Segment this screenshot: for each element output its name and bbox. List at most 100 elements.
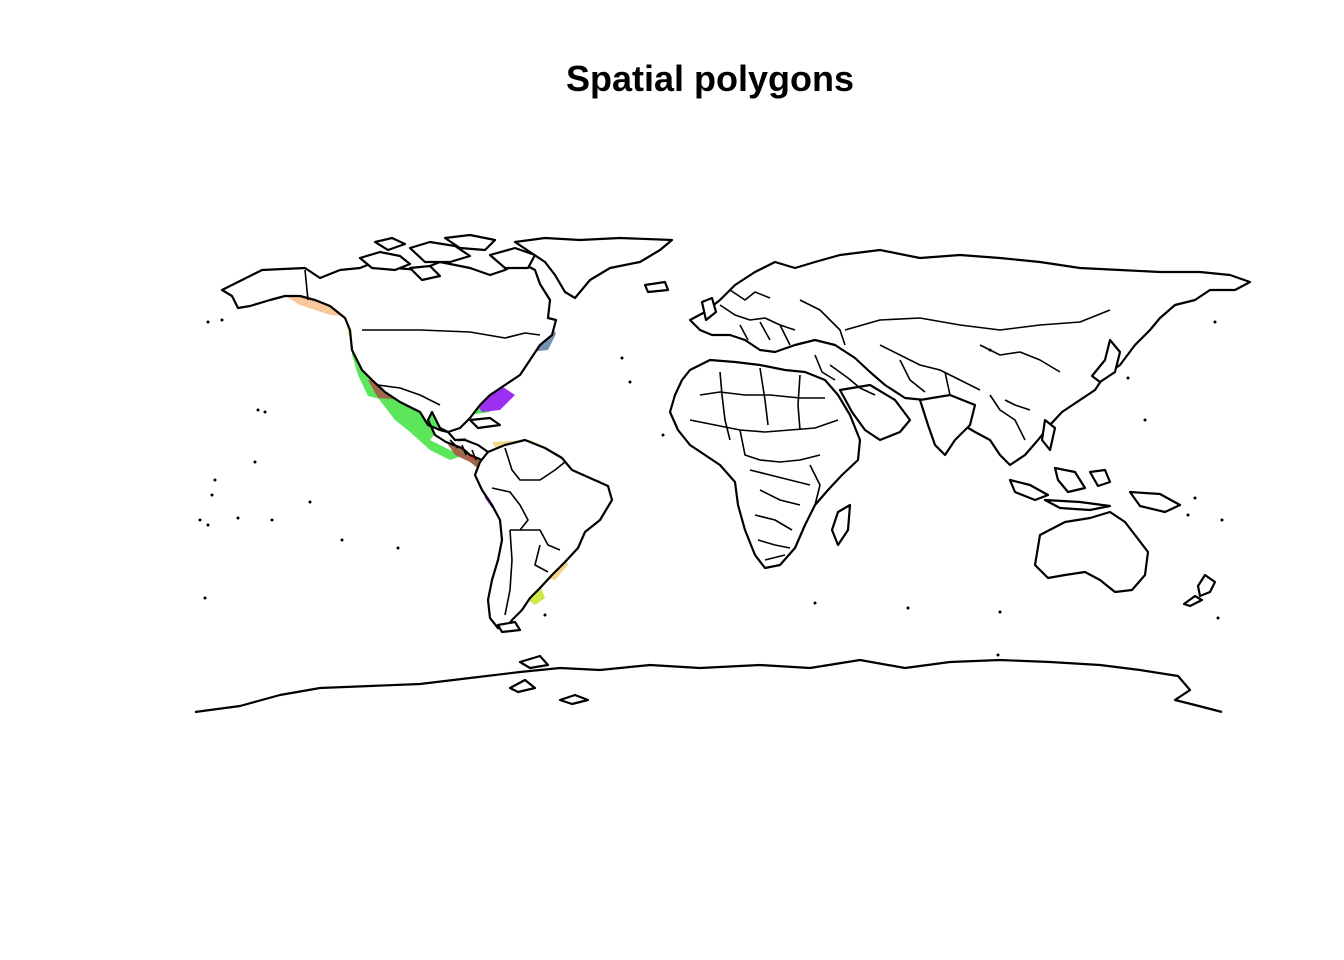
island-dot (1186, 513, 1190, 517)
country-border (739, 429, 821, 463)
island-dot (1126, 376, 1130, 380)
country-border (749, 469, 811, 486)
island-dot (998, 610, 1002, 614)
island (508, 678, 537, 694)
country-border (377, 384, 441, 406)
continent-africa (668, 358, 862, 570)
country-border (699, 391, 825, 399)
island-dot (1220, 518, 1224, 522)
island-dot (340, 538, 344, 542)
island (408, 264, 442, 282)
country-border (362, 329, 541, 339)
country-border (1004, 399, 1031, 411)
island-dot (1216, 616, 1220, 620)
island-dot (988, 348, 992, 352)
country-border (534, 544, 549, 573)
island (1043, 498, 1112, 512)
country-border (797, 374, 801, 431)
island (1196, 573, 1217, 598)
country-border (814, 354, 836, 381)
island (1008, 478, 1050, 502)
country-border (689, 419, 839, 433)
island-dot (203, 596, 207, 600)
island (468, 416, 502, 430)
island-dot (996, 653, 1000, 657)
country-border (491, 487, 529, 531)
country-border (879, 344, 981, 391)
island (358, 250, 412, 272)
island-dot (543, 613, 547, 617)
coastline-layer (194, 233, 1252, 714)
continent-north-america (220, 260, 558, 462)
country-border (304, 269, 309, 301)
country-border (449, 439, 477, 461)
range-polygon (378, 398, 462, 460)
island-dot (1143, 418, 1147, 422)
country-border (809, 464, 821, 506)
island-dot (256, 408, 260, 412)
country-border (757, 539, 791, 549)
map-title: Spatial polygons (565, 58, 855, 99)
island-dot (253, 460, 257, 464)
country-border (719, 371, 731, 441)
island-dot (813, 601, 817, 605)
island (643, 280, 670, 294)
country-border (979, 344, 1061, 373)
country-border (844, 309, 1111, 331)
island-dot (220, 318, 224, 322)
island-dot (198, 518, 202, 522)
island-dot (1193, 496, 1197, 500)
island (700, 296, 718, 322)
country-border (759, 367, 769, 426)
country-border (719, 304, 796, 331)
island (558, 693, 590, 706)
country-border (754, 514, 793, 531)
country-border (799, 299, 846, 346)
continent-australia (1033, 510, 1150, 594)
island (830, 503, 852, 547)
small-islands (198, 318, 1224, 657)
island (1128, 490, 1182, 514)
island (496, 620, 522, 634)
country-border (759, 489, 801, 506)
island-dot (206, 320, 210, 324)
island (373, 236, 407, 252)
country-border (520, 529, 561, 551)
island-dot (906, 606, 910, 610)
island (443, 233, 497, 252)
island-dot (270, 518, 274, 522)
island (518, 654, 550, 670)
island-dot (628, 380, 632, 384)
island-dot (396, 546, 400, 550)
region-arabia (838, 383, 912, 442)
island-dot (263, 410, 267, 414)
country-border (729, 289, 771, 301)
island (1088, 468, 1112, 488)
island-dot (206, 523, 210, 527)
country-border (764, 554, 786, 561)
island-dot (620, 356, 624, 360)
island-dot (210, 493, 214, 497)
island-dot (661, 433, 665, 437)
island-dot (236, 516, 240, 520)
island (1053, 466, 1087, 494)
island-dot (1213, 320, 1217, 324)
island (1090, 338, 1122, 384)
region-india (918, 393, 977, 457)
border-layer (304, 269, 1111, 616)
island (1040, 418, 1057, 452)
island-dot (213, 478, 217, 482)
island (488, 246, 537, 270)
island (408, 240, 472, 264)
country-border (504, 529, 513, 616)
country-border (739, 321, 791, 346)
country-border (829, 364, 876, 396)
country-border (504, 447, 566, 481)
continent-antarctica (194, 658, 1223, 714)
continent-greenland (513, 236, 674, 300)
island-dot (308, 500, 312, 504)
country-border (989, 394, 1026, 441)
country-border (899, 359, 951, 396)
island (1182, 594, 1204, 608)
